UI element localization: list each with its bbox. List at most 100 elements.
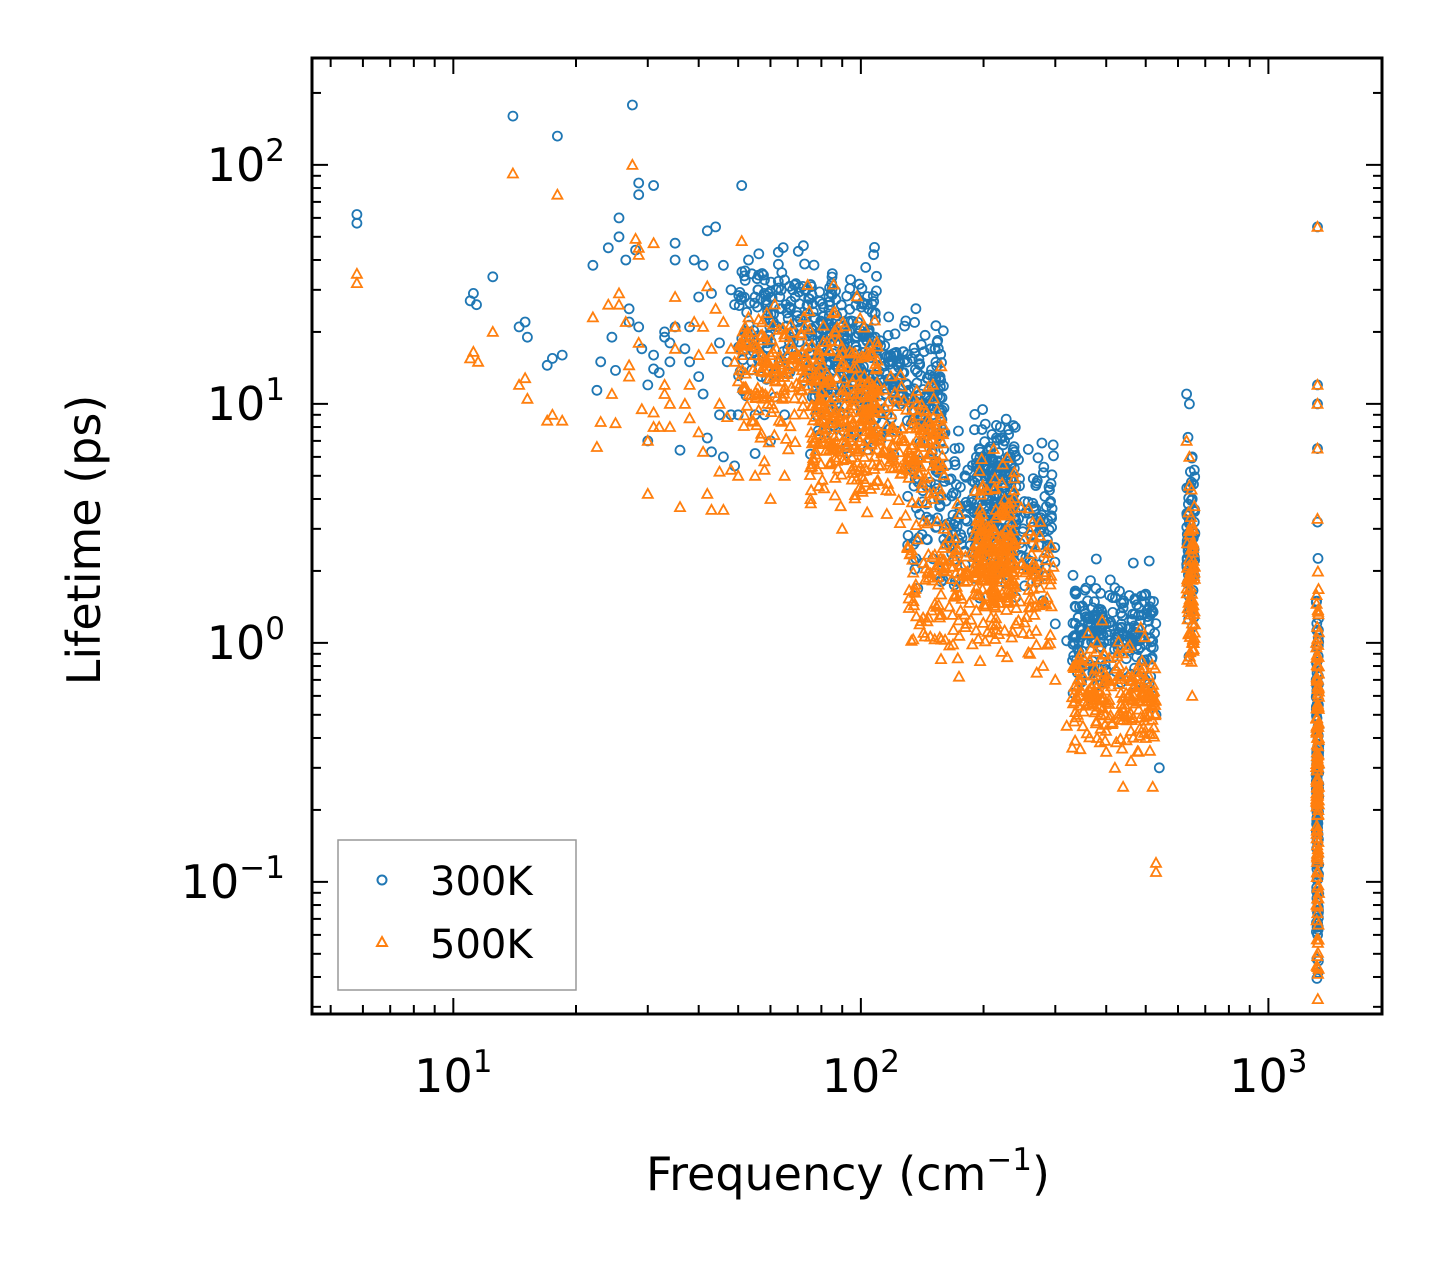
data-point-500k <box>760 306 774 318</box>
scatter-points <box>350 99 1326 1004</box>
data-point-500k <box>1311 945 1325 958</box>
data-point-500k <box>700 279 714 292</box>
data-point-500k <box>932 558 946 571</box>
data-point-500k <box>704 503 719 515</box>
y-tick-label: 101 <box>207 372 285 431</box>
data-point-500k <box>987 533 1001 546</box>
data-point-500k <box>932 482 947 495</box>
data-point-500k <box>985 564 999 576</box>
data-point-500k <box>1185 636 1199 648</box>
data-point-500k <box>748 348 762 360</box>
data-point-500k <box>751 360 765 373</box>
data-point-500k <box>974 522 988 535</box>
data-point-500k <box>973 517 988 530</box>
data-point-500k <box>738 320 752 332</box>
data-point-500k <box>789 376 804 389</box>
data-point-500k <box>894 379 909 392</box>
data-point-300k <box>1125 637 1137 649</box>
legend-marker-500k <box>375 934 389 947</box>
legend-label-500k: 500K <box>430 922 534 968</box>
data-point-500k <box>745 325 759 337</box>
data-point-500k <box>825 378 839 390</box>
data-point-500k <box>777 370 791 382</box>
data-point-300k <box>995 421 1006 433</box>
data-point-500k <box>830 441 845 454</box>
data-point-300k <box>507 110 519 122</box>
data-point-300k <box>925 343 936 355</box>
data-point-300k <box>882 329 894 341</box>
data-point-500k <box>978 597 992 610</box>
data-point-500k <box>860 505 874 518</box>
data-point-500k <box>1089 644 1103 657</box>
data-point-300k <box>552 130 563 142</box>
data-point-500k <box>746 414 760 427</box>
data-point-500k <box>995 645 1009 657</box>
data-point-500k <box>1147 720 1161 733</box>
data-point-300k <box>1017 523 1029 535</box>
data-point-500k <box>1125 670 1139 682</box>
data-point-500k <box>928 425 942 438</box>
data-point-500k <box>822 457 837 470</box>
data-point-500k <box>1310 711 1324 724</box>
data-point-500k <box>673 500 687 512</box>
legend: 300K 500K <box>337 839 577 991</box>
data-point-500k <box>1000 451 1014 463</box>
data-point-500k <box>629 232 643 244</box>
data-point-500k <box>751 341 765 354</box>
data-point-500k <box>619 315 633 327</box>
data-point-300k <box>1107 592 1118 603</box>
data-point-500k <box>798 319 812 332</box>
data-point-500k <box>1311 607 1325 620</box>
data-point-500k <box>1109 735 1123 748</box>
data-point-500k <box>1048 673 1062 685</box>
data-point-500k <box>919 561 933 574</box>
data-point-500k <box>668 290 682 302</box>
data-point-500k <box>1131 679 1145 691</box>
data-point-500k <box>973 654 987 666</box>
data-point-500k <box>1185 689 1199 701</box>
data-point-300k <box>841 290 853 302</box>
data-point-500k <box>983 519 998 531</box>
data-point-500k <box>1071 672 1085 685</box>
data-point-500k <box>958 620 972 632</box>
data-point-500k <box>870 400 884 412</box>
data-point-500k <box>999 603 1013 615</box>
data-point-300k <box>935 348 947 360</box>
data-point-300k <box>669 254 681 266</box>
data-point-300k <box>1118 595 1129 607</box>
data-point-500k <box>1310 831 1324 844</box>
data-point-300k <box>697 259 709 271</box>
data-point-500k <box>778 468 792 481</box>
data-point-500k <box>772 413 786 426</box>
data-point-500k <box>848 491 862 504</box>
data-point-500k <box>622 369 636 382</box>
data-point-300k <box>1032 452 1044 464</box>
data-point-500k <box>971 632 985 644</box>
data-point-500k <box>1310 826 1324 839</box>
data-point-300k <box>1127 557 1139 569</box>
data-point-500k <box>919 404 933 417</box>
data-point-500k <box>1141 668 1156 681</box>
data-point-500k <box>972 509 986 522</box>
data-point-500k <box>1187 569 1201 581</box>
data-point-500k <box>926 410 940 423</box>
data-point-500k <box>658 387 672 399</box>
data-point-300k <box>1104 574 1116 586</box>
data-point-500k <box>641 434 655 446</box>
data-point-500k <box>1003 506 1017 519</box>
data-point-300k <box>679 343 691 355</box>
data-point-500k <box>1184 482 1199 495</box>
data-point-300k <box>845 274 856 286</box>
data-point-300k <box>1146 652 1158 663</box>
data-point-500k <box>930 457 944 470</box>
data-point-500k <box>1127 680 1141 693</box>
data-point-500k <box>987 442 1001 454</box>
data-point-500k <box>954 603 968 616</box>
data-point-500k <box>921 469 935 482</box>
data-point-500k <box>1094 652 1108 665</box>
data-point-500k <box>1001 593 1015 606</box>
data-point-500k <box>1005 544 1020 556</box>
data-point-500k <box>1138 630 1152 643</box>
data-point-500k <box>816 318 830 331</box>
data-point-500k <box>1040 637 1054 650</box>
